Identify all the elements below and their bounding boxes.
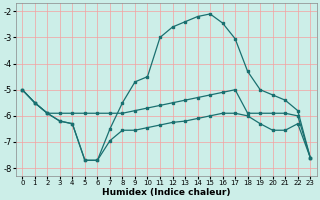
X-axis label: Humidex (Indice chaleur): Humidex (Indice chaleur) — [102, 188, 230, 197]
